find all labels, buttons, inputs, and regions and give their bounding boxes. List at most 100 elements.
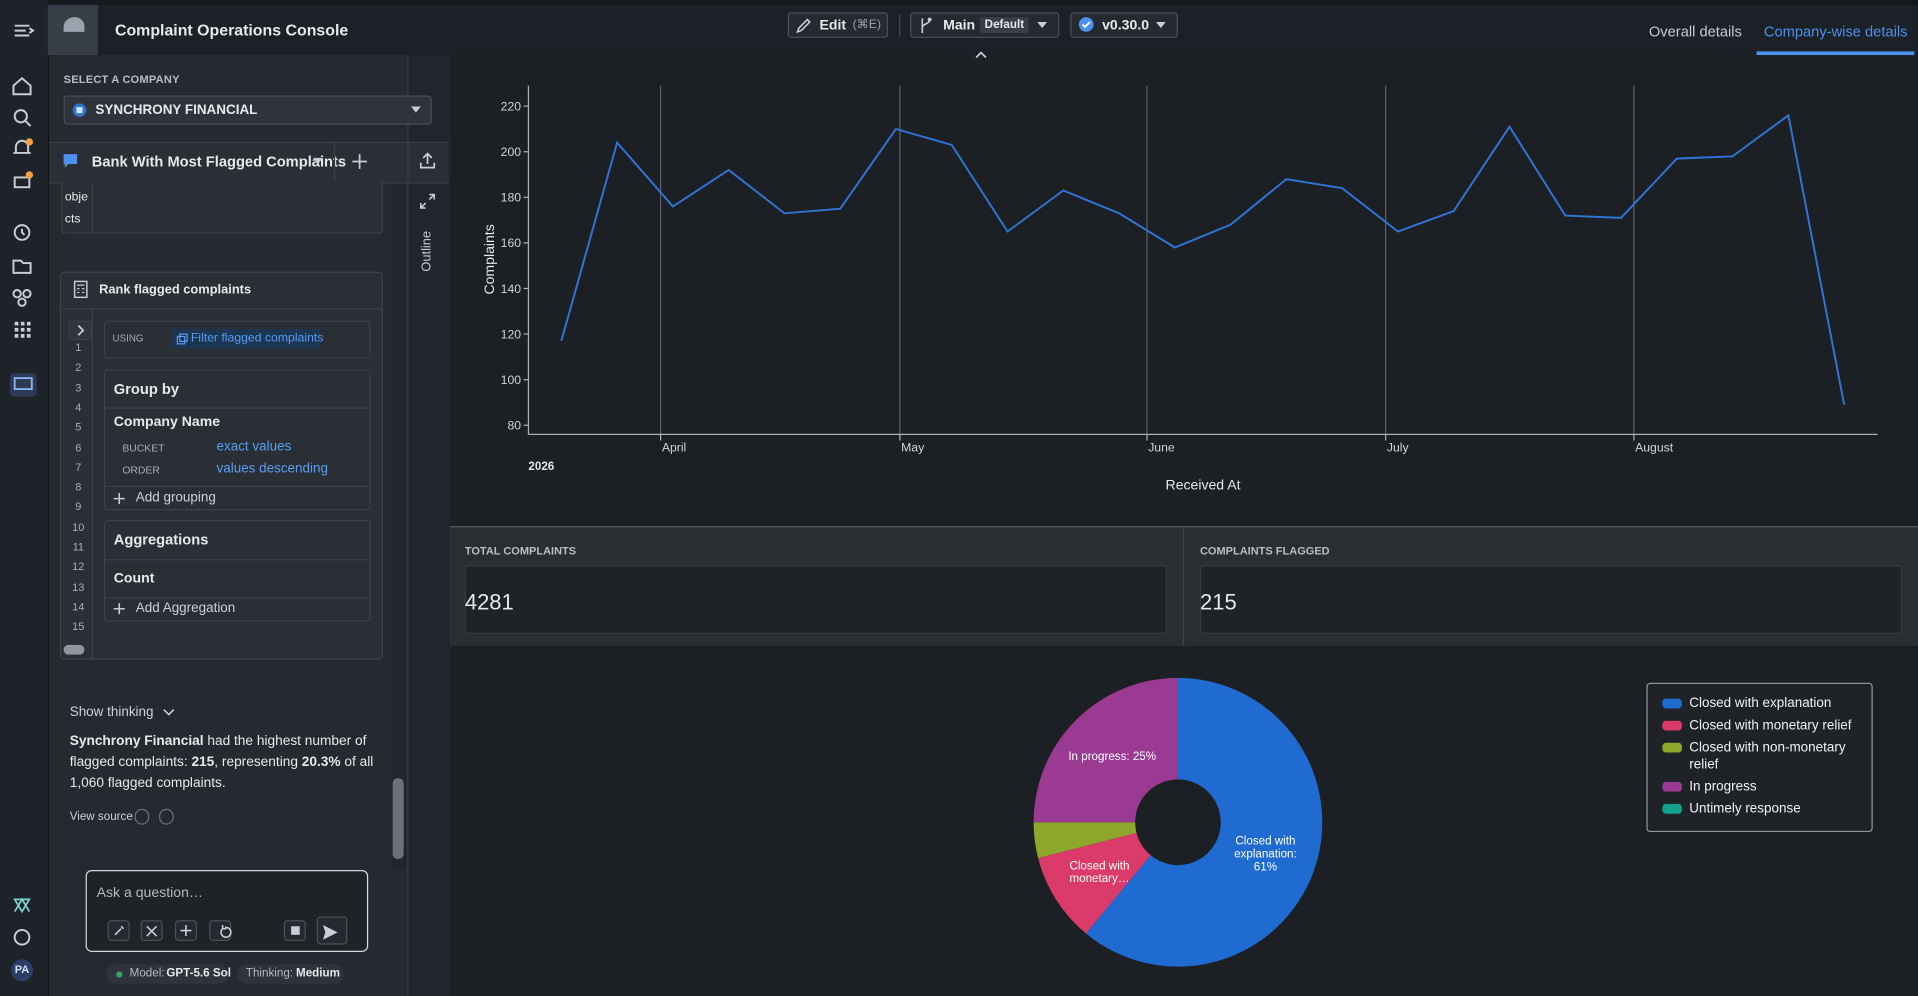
show-thinking-toggle[interactable]: Show thinking: [69, 704, 154, 720]
source-icon[interactable]: [159, 808, 174, 825]
line-number: 1: [75, 341, 82, 354]
model-name: GPT-5.6 Sol: [166, 966, 231, 981]
legend-label: Closed with non-monetary relief: [1689, 740, 1846, 773]
expand-icon[interactable]: [418, 192, 436, 210]
line-number: 9: [75, 500, 82, 514]
menu-icon[interactable]: [14, 24, 35, 37]
select-label: SELECT A COMPANY: [63, 73, 180, 86]
company-select[interactable]: [63, 95, 432, 125]
legend-swatch: [1662, 720, 1682, 731]
order-value[interactable]: values descending: [216, 461, 328, 476]
legend-label: Closed with monetary relief: [1689, 718, 1852, 733]
edit-button[interactable]: [787, 12, 889, 38]
edit-label: Edit: [819, 18, 847, 34]
thread-title[interactable]: Bank With Most Flagged Complaints: [91, 152, 347, 171]
folder-icon[interactable]: [12, 259, 32, 274]
add-aggregation-button[interactable]: Add Aggregation: [135, 600, 236, 616]
chevron-icon: [163, 709, 175, 716]
search-icon[interactable]: [13, 109, 28, 124]
y-tick-label: 180: [501, 191, 522, 205]
legend-label: Untimely response: [1689, 801, 1801, 817]
gift-icon[interactable]: [13, 176, 31, 189]
add-thread-button[interactable]: [351, 153, 368, 170]
aip-icon[interactable]: [13, 897, 31, 914]
x-tick-label: May: [901, 441, 925, 455]
header-divider: [899, 14, 901, 37]
y-tick-label: 80: [507, 419, 521, 433]
avatar[interactable]: [11, 959, 34, 982]
tab[interactable]: Overall details: [1648, 23, 1742, 41]
gutter-line: [91, 309, 93, 659]
scrollbar-thumb[interactable]: [392, 778, 404, 859]
caret: [1037, 22, 1048, 29]
kpi-card: [464, 565, 1167, 634]
previous-block: [61, 181, 383, 234]
legend-item[interactable]: Closed with explanation: [1662, 695, 1861, 712]
legend-item[interactable]: Closed with monetary relief: [1662, 717, 1861, 734]
y-tick-label: 200: [501, 145, 522, 159]
kpi-divider: [1182, 527, 1185, 647]
help-icon[interactable]: [13, 928, 31, 946]
slice-label: Closed with explanation: 61%: [1234, 835, 1297, 874]
kpi-card: [1199, 565, 1903, 634]
x-tick-label: July: [1387, 441, 1410, 455]
input-button-icons: [114, 925, 338, 940]
tab[interactable]: Company-wise details: [1763, 23, 1908, 41]
plus-icon: [113, 493, 125, 505]
line-number: 5: [75, 421, 82, 434]
bucket-value[interactable]: exact values: [216, 439, 292, 454]
apps-icon[interactable]: [14, 321, 31, 338]
add-grouping-button[interactable]: Add grouping: [135, 490, 216, 506]
bell-icon[interactable]: [13, 139, 31, 154]
model-pill[interactable]: [106, 964, 229, 984]
collapse-handle[interactable]: [968, 47, 994, 63]
source-icon[interactable]: [134, 808, 150, 825]
export-button[interactable]: [407, 143, 450, 182]
caret: [410, 106, 421, 113]
order-label: ORDER: [122, 463, 160, 476]
pie-legend: Closed with explanation Closed with monet…: [1646, 682, 1873, 833]
home-icon[interactable]: [12, 77, 32, 96]
legend-item[interactable]: Closed with non-monetary relief: [1662, 739, 1861, 773]
notification-dot: [25, 138, 34, 146]
objects-icon[interactable]: [12, 289, 22, 299]
branch-tag: Default: [979, 17, 1029, 34]
company-icon: [72, 103, 87, 117]
expand-gutter-button[interactable]: [68, 320, 92, 341]
answer-segment: , representing: [214, 754, 302, 770]
legend-item[interactable]: Untimely response: [1662, 800, 1861, 817]
rail-icons: [9, 17, 85, 982]
line-number: 8: [75, 480, 82, 494]
legend-swatch: [1662, 803, 1682, 814]
legend-label: Closed with explanation: [1689, 696, 1832, 711]
using-chip[interactable]: [171, 329, 321, 349]
line-number: 2: [75, 361, 82, 374]
scroll-pill[interactable]: [63, 644, 85, 655]
bucket-label: BUCKET: [122, 441, 165, 454]
slice-label: In progress: 25%: [1068, 750, 1156, 763]
line-number: 4: [75, 401, 82, 414]
calculator-icon: [73, 280, 88, 299]
history-icon[interactable]: [13, 224, 31, 241]
pencil-icon: [796, 18, 811, 34]
thinking-pill[interactable]: [237, 964, 344, 984]
branch-selector[interactable]: [910, 12, 1060, 38]
plus-icon: [113, 603, 125, 615]
kpi-label: TOTAL COMPLAINTS: [464, 544, 577, 557]
legend-item[interactable]: In progress: [1662, 778, 1861, 795]
thinking-label: Thinking:: [245, 966, 294, 981]
branch-icon: [921, 17, 932, 34]
view-source-label: View source: [69, 810, 133, 824]
kpi-label: COMPLAINTS FLAGGED: [1199, 544, 1330, 557]
chevron-icon: [77, 324, 85, 336]
export-icon: [419, 152, 436, 169]
kpi-value: 4281: [464, 589, 514, 615]
legend-swatch: [1662, 781, 1682, 792]
notification-dot: [25, 171, 34, 179]
line-number: 12: [72, 560, 85, 574]
x-axis-title: Received At: [1166, 476, 1241, 492]
aggregations-heading: Aggregations: [113, 531, 209, 549]
divider: [105, 597, 370, 599]
y-tick-label: 140: [501, 282, 522, 296]
